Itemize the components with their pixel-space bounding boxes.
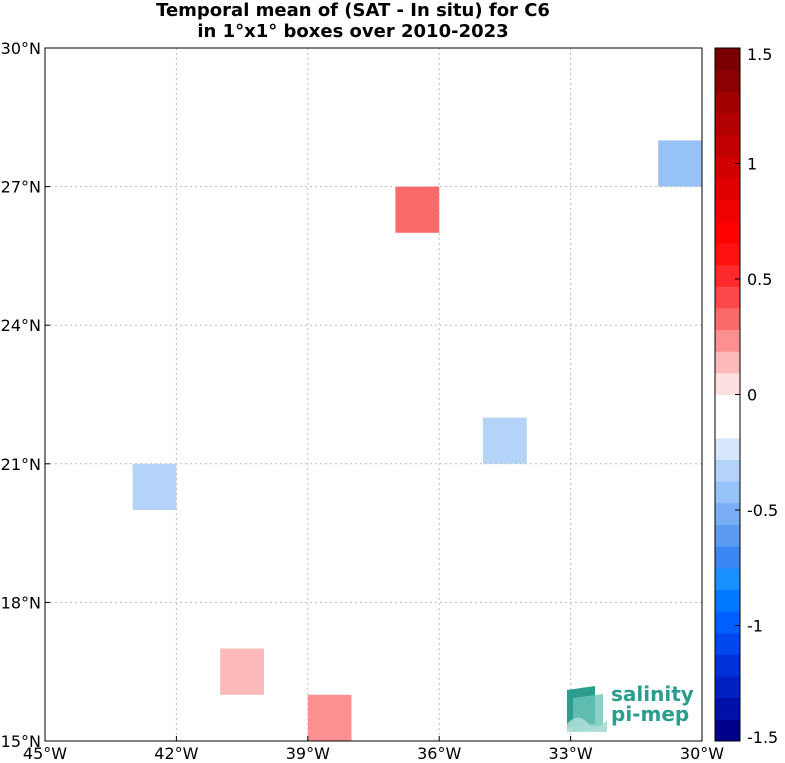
x-tick-label: 45°W (23, 744, 67, 763)
colorbar-tick-label: 1.5 (747, 45, 772, 64)
heatmap-cell (220, 648, 264, 695)
heatmap-cell (395, 371, 440, 418)
logo-text: salinity pi-mep (611, 684, 694, 724)
colorbar-segment (715, 264, 740, 287)
colorbar-segment (715, 286, 740, 309)
colorbar-segment (715, 632, 740, 655)
colorbar-segment (715, 611, 740, 634)
colorbar-segment (715, 91, 740, 114)
heatmap-cell (395, 186, 440, 233)
colorbar-segment (715, 351, 740, 374)
y-tick-label: 30°N (1, 39, 41, 58)
x-tick-label: 30°W (680, 744, 724, 763)
heatmap-cell (88, 556, 133, 603)
colorbar-segment (715, 177, 740, 201)
heatmap-cell (132, 463, 177, 510)
logo-line-1: salinity (611, 682, 694, 706)
colorbar-tick-label: 0 (747, 386, 757, 405)
heatmap-cell (395, 325, 440, 372)
logo-wave-icon (567, 686, 607, 732)
colorbar-segment (715, 524, 740, 547)
colorbar-segment (715, 502, 740, 525)
heatmap-cell (395, 602, 440, 649)
colorbar-tick-label: 1 (747, 155, 757, 174)
heatmap-cell (526, 556, 571, 603)
colorbar-segment (715, 437, 740, 460)
y-tick-label: 18°N (1, 593, 41, 612)
colorbar-segment (715, 242, 740, 266)
colorbar-segment (715, 719, 740, 742)
title-line-2: in 1°x1° boxes over 2010-2023 (197, 21, 509, 42)
colorbar-tick-label: -1 (747, 617, 763, 636)
heatmap-cell (307, 279, 352, 326)
colorbar-segment (715, 459, 740, 482)
ticks-layer: 45°W 42°W 39°W 36°W 33°W 30°W 15°N 18°N 21°N 24°N… (1, 39, 725, 763)
colorbar-segment (715, 546, 740, 569)
heatmap-cell (45, 602, 89, 649)
colorbar-segment (715, 112, 740, 136)
colorbar-segment (715, 307, 740, 331)
cells-layer (45, 140, 702, 741)
title-line-1: Temporal mean of (SAT - In situ) for C6 (156, 0, 550, 21)
x-tick-label: 42°W (154, 744, 198, 763)
heatmap-cell (483, 417, 527, 464)
colorbar-segment (715, 481, 740, 504)
colorbar-segment (715, 134, 740, 157)
colorbar-tick-label: -1.5 (747, 728, 778, 747)
y-tick-label: 21°N (1, 455, 41, 474)
colorbar-segment (715, 589, 740, 612)
salinity-pimep-logo: salinity pi-mep (565, 684, 695, 732)
y-tick-label: 15°N (1, 732, 41, 751)
heatmap-cell (307, 463, 352, 510)
colorbar-segment (715, 654, 740, 677)
heatmap-cell (307, 694, 352, 741)
x-tick-label: 36°W (417, 744, 461, 763)
colorbar-segment (715, 394, 740, 417)
colorbar-segment (715, 48, 740, 71)
colorbar-segment (715, 697, 740, 720)
colorbar-segment (715, 416, 740, 439)
plot-frame (44, 47, 703, 742)
colorbar-segment (715, 199, 740, 222)
x-tick-label: 39°W (286, 744, 330, 763)
colorbar-segment (715, 372, 740, 395)
y-tick-label: 27°N (1, 178, 41, 197)
x-tick-label: 33°W (549, 744, 593, 763)
colorbar-segment (715, 156, 740, 179)
heatmap-cell (658, 140, 702, 187)
heatmap-cell (351, 694, 396, 741)
colorbar-segment (715, 221, 740, 244)
colorbar-segment (715, 69, 740, 92)
logo-line-2: pi-mep (611, 702, 690, 726)
colorbar-segment (715, 567, 740, 590)
colorbar-tick-label: -0.5 (747, 501, 778, 520)
colorbar-segment (715, 676, 740, 699)
colorbar-segment (715, 329, 740, 352)
heatmap-cell (351, 371, 396, 418)
chart-title: Temporal mean of (SAT - In situ) for C6 … (0, 0, 706, 42)
heatmap-cell (88, 694, 133, 741)
y-tick-label: 24°N (1, 316, 41, 335)
colorbar-tick-label: 0.5 (747, 270, 772, 289)
colorbar: 1.5 1 0.5 0 -0.5 -1 -1.5 (714, 45, 778, 747)
heatmap-cell (483, 602, 527, 649)
